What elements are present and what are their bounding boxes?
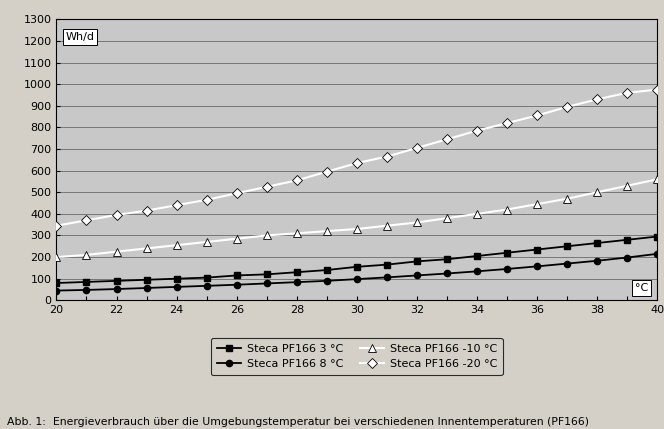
Text: °C: °C xyxy=(635,283,648,293)
Legend: Steca PF166 3 °C, Steca PF166 8 °C, Steca PF166 -10 °C, Steca PF166 -20 °C: Steca PF166 3 °C, Steca PF166 8 °C, Stec… xyxy=(211,338,503,375)
Text: Abb. 1:  Energieverbrauch über die Umgebungstemperatur bei verschiedenen Innente: Abb. 1: Energieverbrauch über die Umgebu… xyxy=(7,417,589,427)
Text: Wh/d: Wh/d xyxy=(66,32,94,42)
